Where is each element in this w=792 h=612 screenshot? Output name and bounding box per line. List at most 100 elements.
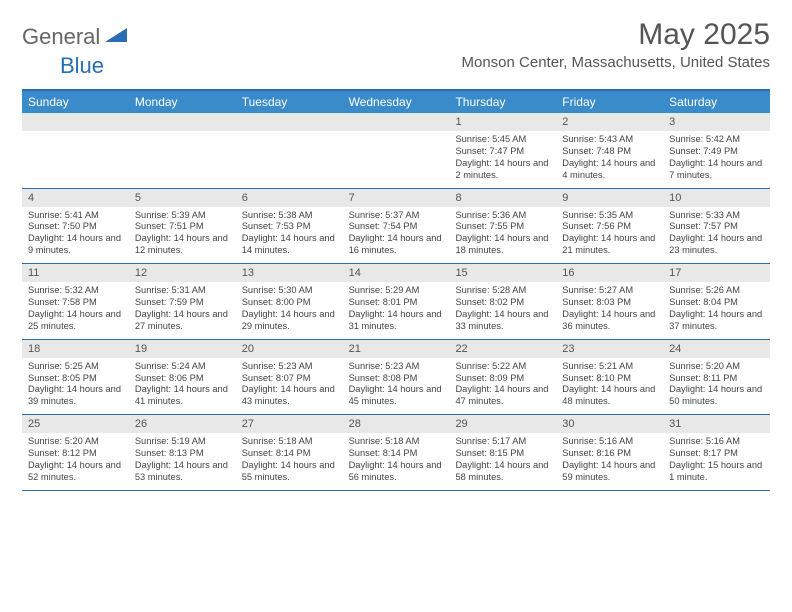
- day-details: Sunrise: 5:22 AMSunset: 8:09 PMDaylight:…: [449, 358, 556, 415]
- sunset-text: Sunset: 8:01 PM: [349, 297, 444, 309]
- column-header: Friday: [556, 91, 663, 113]
- daylight-text: Daylight: 14 hours and 56 minutes.: [349, 460, 444, 484]
- day-details: Sunrise: 5:18 AMSunset: 8:14 PMDaylight:…: [343, 433, 450, 490]
- calendar-day: 26Sunrise: 5:19 AMSunset: 8:13 PMDayligh…: [129, 415, 236, 490]
- daylight-text: Daylight: 14 hours and 18 minutes.: [455, 233, 550, 257]
- daylight-text: Daylight: 14 hours and 55 minutes.: [242, 460, 337, 484]
- day-details: Sunrise: 5:23 AMSunset: 8:08 PMDaylight:…: [343, 358, 450, 415]
- calendar-day: 24Sunrise: 5:20 AMSunset: 8:11 PMDayligh…: [663, 340, 770, 415]
- sunset-text: Sunset: 7:59 PM: [135, 297, 230, 309]
- calendar-day: 12Sunrise: 5:31 AMSunset: 7:59 PMDayligh…: [129, 264, 236, 339]
- daylight-text: Daylight: 14 hours and 58 minutes.: [455, 460, 550, 484]
- sunset-text: Sunset: 7:58 PM: [28, 297, 123, 309]
- calendar-day: 4Sunrise: 5:41 AMSunset: 7:50 PMDaylight…: [22, 189, 129, 264]
- calendar-day: 27Sunrise: 5:18 AMSunset: 8:14 PMDayligh…: [236, 415, 343, 490]
- daylight-text: Daylight: 14 hours and 53 minutes.: [135, 460, 230, 484]
- day-number: 21: [343, 340, 450, 358]
- day-details: Sunrise: 5:19 AMSunset: 8:13 PMDaylight:…: [129, 433, 236, 490]
- day-number: 1: [449, 113, 556, 131]
- calendar-day: 6Sunrise: 5:38 AMSunset: 7:53 PMDaylight…: [236, 189, 343, 264]
- sunset-text: Sunset: 8:15 PM: [455, 448, 550, 460]
- day-details: Sunrise: 5:41 AMSunset: 7:50 PMDaylight:…: [22, 207, 129, 264]
- sunrise-text: Sunrise: 5:37 AM: [349, 210, 444, 222]
- day-number: 31: [663, 415, 770, 433]
- daylight-text: Daylight: 14 hours and 48 minutes.: [562, 384, 657, 408]
- day-number: 17: [663, 264, 770, 282]
- sunrise-text: Sunrise: 5:43 AM: [562, 134, 657, 146]
- day-details: Sunrise: 5:17 AMSunset: 8:15 PMDaylight:…: [449, 433, 556, 490]
- calendar-week: 4Sunrise: 5:41 AMSunset: 7:50 PMDaylight…: [22, 189, 770, 265]
- day-number: 19: [129, 340, 236, 358]
- day-details: Sunrise: 5:29 AMSunset: 8:01 PMDaylight:…: [343, 282, 450, 339]
- sunset-text: Sunset: 8:02 PM: [455, 297, 550, 309]
- daylight-text: Daylight: 14 hours and 23 minutes.: [669, 233, 764, 257]
- calendar-day: 10Sunrise: 5:33 AMSunset: 7:57 PMDayligh…: [663, 189, 770, 264]
- column-header: Thursday: [449, 91, 556, 113]
- day-details: [343, 131, 450, 183]
- column-header: Tuesday: [236, 91, 343, 113]
- daylight-text: Daylight: 14 hours and 31 minutes.: [349, 309, 444, 333]
- location-subtitle: Monson Center, Massachusetts, United Sta…: [462, 54, 771, 71]
- sunset-text: Sunset: 7:56 PM: [562, 221, 657, 233]
- day-number: 12: [129, 264, 236, 282]
- sunset-text: Sunset: 8:13 PM: [135, 448, 230, 460]
- calendar-day: [129, 113, 236, 188]
- day-number: 29: [449, 415, 556, 433]
- sunset-text: Sunset: 8:11 PM: [669, 373, 764, 385]
- sunrise-text: Sunrise: 5:22 AM: [455, 361, 550, 373]
- sunrise-text: Sunrise: 5:35 AM: [562, 210, 657, 222]
- column-header: Saturday: [663, 91, 770, 113]
- calendar-day: 18Sunrise: 5:25 AMSunset: 8:05 PMDayligh…: [22, 340, 129, 415]
- sunset-text: Sunset: 8:12 PM: [28, 448, 123, 460]
- calendar-day: 14Sunrise: 5:29 AMSunset: 8:01 PMDayligh…: [343, 264, 450, 339]
- calendar-day: 16Sunrise: 5:27 AMSunset: 8:03 PMDayligh…: [556, 264, 663, 339]
- sunrise-text: Sunrise: 5:38 AM: [242, 210, 337, 222]
- sunset-text: Sunset: 8:03 PM: [562, 297, 657, 309]
- sunset-text: Sunset: 7:55 PM: [455, 221, 550, 233]
- day-details: Sunrise: 5:20 AMSunset: 8:12 PMDaylight:…: [22, 433, 129, 490]
- calendar-header-row: SundayMondayTuesdayWednesdayThursdayFrid…: [22, 91, 770, 113]
- calendar-day: 22Sunrise: 5:22 AMSunset: 8:09 PMDayligh…: [449, 340, 556, 415]
- daylight-text: Daylight: 14 hours and 16 minutes.: [349, 233, 444, 257]
- calendar-day: 8Sunrise: 5:36 AMSunset: 7:55 PMDaylight…: [449, 189, 556, 264]
- day-details: Sunrise: 5:30 AMSunset: 8:00 PMDaylight:…: [236, 282, 343, 339]
- day-number: 13: [236, 264, 343, 282]
- day-number: 16: [556, 264, 663, 282]
- day-details: Sunrise: 5:20 AMSunset: 8:11 PMDaylight:…: [663, 358, 770, 415]
- calendar: SundayMondayTuesdayWednesdayThursdayFrid…: [22, 89, 770, 491]
- day-details: Sunrise: 5:38 AMSunset: 7:53 PMDaylight:…: [236, 207, 343, 264]
- daylight-text: Daylight: 14 hours and 4 minutes.: [562, 158, 657, 182]
- sunset-text: Sunset: 8:16 PM: [562, 448, 657, 460]
- sunset-text: Sunset: 7:54 PM: [349, 221, 444, 233]
- day-details: Sunrise: 5:32 AMSunset: 7:58 PMDaylight:…: [22, 282, 129, 339]
- daylight-text: Daylight: 14 hours and 52 minutes.: [28, 460, 123, 484]
- logo-text-blue: Blue: [60, 53, 104, 78]
- daylight-text: Daylight: 14 hours and 59 minutes.: [562, 460, 657, 484]
- calendar-day: 9Sunrise: 5:35 AMSunset: 7:56 PMDaylight…: [556, 189, 663, 264]
- sunrise-text: Sunrise: 5:36 AM: [455, 210, 550, 222]
- sunset-text: Sunset: 7:49 PM: [669, 146, 764, 158]
- sunset-text: Sunset: 8:09 PM: [455, 373, 550, 385]
- column-header: Sunday: [22, 91, 129, 113]
- daylight-text: Daylight: 14 hours and 41 minutes.: [135, 384, 230, 408]
- sunrise-text: Sunrise: 5:30 AM: [242, 285, 337, 297]
- calendar-day: 17Sunrise: 5:26 AMSunset: 8:04 PMDayligh…: [663, 264, 770, 339]
- day-details: Sunrise: 5:36 AMSunset: 7:55 PMDaylight:…: [449, 207, 556, 264]
- title-block: May 2025 Monson Center, Massachusetts, U…: [462, 18, 771, 71]
- day-details: Sunrise: 5:31 AMSunset: 7:59 PMDaylight:…: [129, 282, 236, 339]
- daylight-text: Daylight: 14 hours and 12 minutes.: [135, 233, 230, 257]
- sunrise-text: Sunrise: 5:23 AM: [242, 361, 337, 373]
- sunrise-text: Sunrise: 5:26 AM: [669, 285, 764, 297]
- day-details: Sunrise: 5:43 AMSunset: 7:48 PMDaylight:…: [556, 131, 663, 188]
- daylight-text: Daylight: 15 hours and 1 minute.: [669, 460, 764, 484]
- sunrise-text: Sunrise: 5:16 AM: [669, 436, 764, 448]
- sunrise-text: Sunrise: 5:16 AM: [562, 436, 657, 448]
- calendar-day: 5Sunrise: 5:39 AMSunset: 7:51 PMDaylight…: [129, 189, 236, 264]
- day-number: [129, 113, 236, 131]
- calendar-day: 23Sunrise: 5:21 AMSunset: 8:10 PMDayligh…: [556, 340, 663, 415]
- day-details: [129, 131, 236, 183]
- day-details: Sunrise: 5:28 AMSunset: 8:02 PMDaylight:…: [449, 282, 556, 339]
- day-number: 25: [22, 415, 129, 433]
- day-number: 30: [556, 415, 663, 433]
- calendar-day: [22, 113, 129, 188]
